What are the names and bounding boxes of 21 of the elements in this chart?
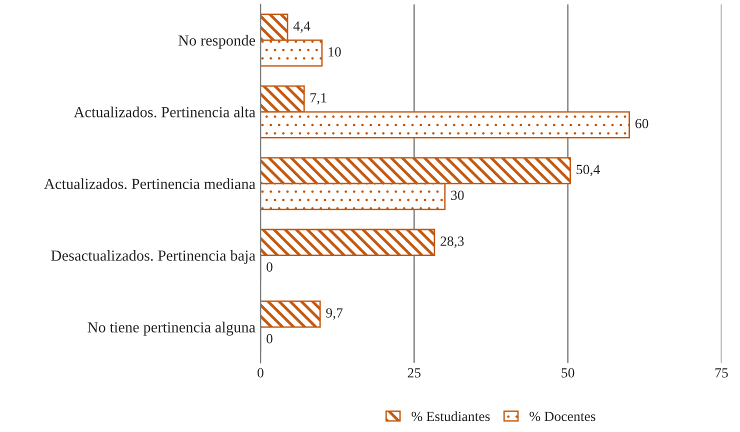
data-label: 30: [451, 190, 464, 200]
y-tick-label: No tiene pertinencia alguna: [88, 322, 256, 336]
x-tick-label: 0: [258, 368, 264, 378]
data-label: 9,7: [326, 308, 343, 320]
y-tick-label: Actualizados. Pertinencia mediana: [44, 178, 256, 190]
data-label: 7,1: [310, 93, 326, 104]
x-tick-label: 75: [715, 368, 728, 378]
data-label: 50,4: [576, 164, 600, 176]
y-tick-label: No responde: [178, 34, 256, 49]
data-label: 60: [635, 118, 648, 128]
y-tick-label: Desactualizados. Pertinencia baja: [51, 250, 256, 264]
data-label: 4,4: [293, 21, 310, 33]
x-tick-label: 25: [408, 368, 421, 378]
data-label: 0: [266, 262, 272, 272]
legend-label: % Docentes: [530, 412, 596, 422]
data-label: 10: [328, 47, 341, 57]
y-tick-label: Actualizados. Pertinencia alta: [74, 106, 256, 118]
data-label: 0: [266, 334, 272, 344]
legend-label: % Estudiantes: [412, 411, 490, 422]
data-label: 28,3: [440, 236, 464, 248]
x-tick-label: 50: [562, 368, 574, 378]
